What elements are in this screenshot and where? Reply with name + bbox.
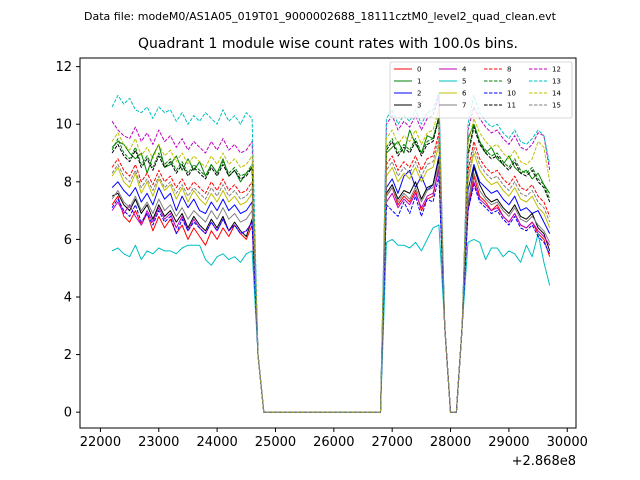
legend-label-11: 11 [507,102,516,110]
y-tick-label: 8 [64,175,72,190]
y-axis: 0 2 4 6 8 10 12 [55,60,80,421]
y-tick-label: 6 [64,233,72,248]
legend-label-6: 6 [462,90,467,98]
x-tick-label: 27000 [372,435,413,450]
series-line-11 [111,118,551,413]
series-line-6 [111,143,551,413]
legend-label-1: 1 [417,78,421,86]
series-line-5 [111,224,551,413]
legend-label-2: 2 [417,90,421,98]
chart-title: Quadrant 1 module wise count rates with … [138,36,518,52]
y-tick-label: 0 [64,406,72,421]
series-line-0 [111,166,551,413]
series-line-15 [111,138,551,413]
plot-lines [111,92,551,413]
series-line-2 [111,155,551,413]
legend-label-15: 15 [552,102,561,110]
chart-suptitle: Data file: modeM0/AS1A05_019T01_90000026… [84,10,557,23]
legend-label-8: 8 [507,66,511,74]
legend-label-7: 7 [462,102,466,110]
legend-label-0: 0 [417,66,421,74]
legend-label-3: 3 [417,102,421,110]
series-line-14 [111,109,551,413]
legend-label-14: 14 [552,90,561,98]
y-tick-label: 4 [64,290,72,305]
series-line-10 [111,175,551,413]
x-tick-label: 30000 [547,435,588,450]
x-tick-label: 22000 [80,435,121,450]
series-line-13 [111,92,551,413]
x-tick-label: 29000 [488,435,529,450]
y-tick-label: 12 [55,60,72,75]
x-offset-label: +2.868e8 [512,454,576,469]
y-tick-label: 10 [55,118,72,133]
legend-box [389,61,573,119]
series-line-1 [111,118,551,413]
x-tick-label: 24000 [196,435,237,450]
legend-label-4: 4 [462,66,467,74]
legend-label-5: 5 [462,78,466,86]
y-tick-label: 2 [64,348,72,363]
x-tick-label: 26000 [313,435,354,450]
x-tick-label: 25000 [255,435,296,450]
series-line-8 [111,132,551,413]
plot-frame [79,57,577,429]
legend-label-10: 10 [507,90,516,98]
x-tick-label: 23000 [138,435,179,450]
x-axis: 22000 23000 24000 25000 26000 27000 28000 29000… [80,428,588,450]
legend-label-9: 9 [507,78,511,86]
legend-label-12: 12 [552,66,561,74]
legend-label-13: 13 [552,78,561,86]
series-line-7 [111,164,551,413]
x-tick-label: 28000 [430,435,471,450]
